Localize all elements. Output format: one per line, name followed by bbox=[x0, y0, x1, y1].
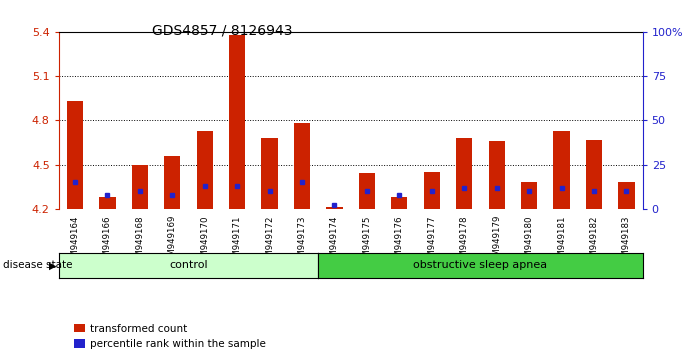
Bar bbox=[67, 101, 83, 209]
Bar bbox=[261, 138, 278, 209]
Bar bbox=[294, 123, 310, 209]
Text: obstructive sleep apnea: obstructive sleep apnea bbox=[413, 261, 547, 270]
Bar bbox=[456, 138, 473, 209]
Text: ▶: ▶ bbox=[49, 261, 57, 270]
Bar bbox=[489, 141, 504, 209]
Bar bbox=[424, 172, 440, 209]
Bar bbox=[197, 131, 213, 209]
Bar bbox=[521, 182, 537, 209]
Bar bbox=[100, 197, 115, 209]
Bar bbox=[391, 197, 408, 209]
Text: control: control bbox=[169, 261, 208, 270]
Bar bbox=[132, 165, 148, 209]
Bar bbox=[326, 207, 343, 209]
Text: disease state: disease state bbox=[3, 261, 73, 270]
Bar bbox=[359, 173, 375, 209]
Bar bbox=[229, 35, 245, 209]
Bar bbox=[553, 131, 569, 209]
Legend: transformed count, percentile rank within the sample: transformed count, percentile rank withi… bbox=[75, 324, 266, 349]
Bar bbox=[586, 139, 602, 209]
Text: GDS4857 / 8126943: GDS4857 / 8126943 bbox=[152, 23, 292, 37]
Bar bbox=[164, 156, 180, 209]
Bar bbox=[618, 182, 634, 209]
